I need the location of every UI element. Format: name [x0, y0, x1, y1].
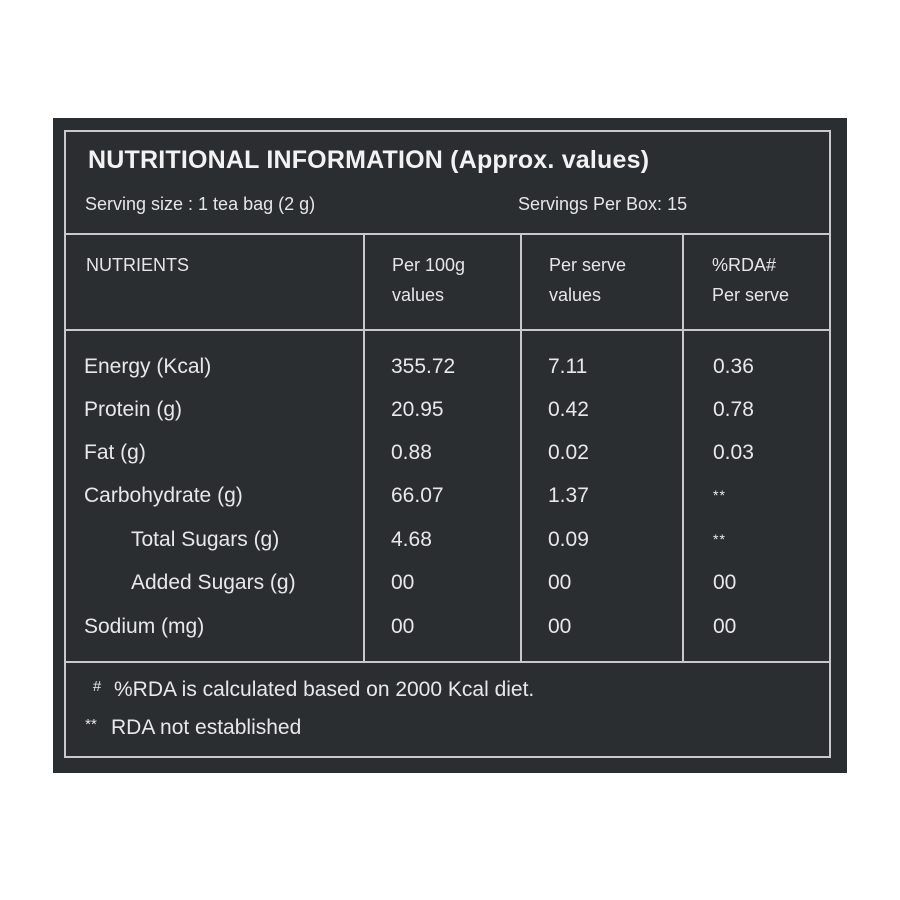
table-row: Energy (Kcal) 355.72 7.11 0.36: [66, 345, 829, 388]
value-per-100g: 4.68: [391, 528, 432, 551]
value-rda: 00: [713, 571, 737, 594]
footnote-text: RDA not established: [111, 716, 302, 739]
value-per-100g: 00: [391, 571, 415, 594]
divider-footer: [66, 661, 829, 663]
nutrient-name: Carbohydrate (g): [84, 484, 243, 507]
footnote-rda-basis: # %RDA is calculated based on 2000 Kcal d…: [80, 678, 534, 702]
col-header-rda-line1: %RDA#: [712, 255, 777, 275]
col-header-per-100g-line1: Per 100g: [392, 255, 466, 275]
value-per-serve: 0.02: [548, 441, 589, 464]
double-asterisk-mark: **: [85, 716, 97, 733]
value-per-100g: 00: [391, 615, 415, 638]
col-header-nutrients: NUTRIENTS: [86, 250, 189, 280]
nutrient-name: Energy (Kcal): [84, 355, 212, 378]
value-per-100g: 0.88: [391, 441, 432, 464]
value-rda: 00: [713, 615, 737, 638]
table-row: Carbohydrate (g) 66.07 1.37 **: [66, 474, 829, 517]
column-divider-1: [363, 233, 365, 663]
value-per-serve: 0.42: [548, 398, 589, 421]
servings-per-box: Servings Per Box: 15: [518, 194, 688, 214]
nutrient-name: Protein (g): [84, 398, 183, 421]
value-per-serve: 0.09: [548, 528, 589, 551]
value-rda: 0.78: [713, 398, 754, 421]
col-header-per-serve-line1: Per serve: [549, 255, 627, 275]
value-per-100g: 20.95: [391, 398, 444, 421]
hash-mark: #: [92, 678, 102, 695]
nutrient-name: Total Sugars (g): [131, 528, 280, 551]
serving-size: Serving size : 1 tea bag (2 g): [85, 194, 316, 214]
table-row: Protein (g) 20.95 0.42 0.78: [66, 388, 829, 431]
footnote-rda-not-established: ** RDA not established: [71, 716, 301, 740]
table-row: Fat (g) 0.88 0.02 0.03: [66, 431, 829, 474]
value-per-100g: 66.07: [391, 484, 444, 507]
column-divider-3: [682, 233, 684, 663]
col-header-per-serve: Per serve values: [549, 250, 626, 310]
value-per-serve: 1.37: [548, 484, 589, 507]
column-divider-2: [520, 233, 522, 663]
divider-header: [66, 233, 829, 235]
value-rda: **: [713, 487, 726, 503]
value-rda: 0.03: [713, 441, 754, 464]
divider-column-headers: [66, 329, 829, 331]
nutrient-name: Fat (g): [84, 441, 146, 464]
nutrition-table-frame: NUTRITIONAL INFORMATION (Approx. values)…: [64, 130, 831, 758]
nutrient-name: Added Sugars (g): [131, 571, 296, 594]
value-per-serve: 00: [548, 615, 572, 638]
col-header-per-100g: Per 100g values: [392, 250, 465, 310]
value-rda: 0.36: [713, 355, 754, 378]
col-header-per-serve-line2: values: [549, 285, 602, 305]
table-row: Sodium (mg) 00 00 00: [66, 605, 829, 648]
table-row: Total Sugars (g) 4.68 0.09 **: [66, 518, 829, 561]
col-header-rda: %RDA# Per serve: [712, 250, 789, 310]
footnote-text: %RDA is calculated based on 2000 Kcal di…: [114, 678, 535, 701]
value-per-serve: 7.11: [548, 355, 588, 378]
nutrient-name: Sodium (mg): [84, 615, 205, 638]
table-row: Added Sugars (g) 00 00 00: [66, 561, 829, 604]
label-title: NUTRITIONAL INFORMATION (Approx. values): [88, 146, 650, 174]
value-per-serve: 00: [548, 571, 572, 594]
value-rda: **: [713, 531, 726, 547]
value-per-100g: 355.72: [391, 355, 456, 378]
col-header-per-100g-line2: values: [392, 285, 445, 305]
col-header-nutrients-label: NUTRIENTS: [86, 255, 189, 275]
col-header-rda-line2: Per serve: [712, 285, 790, 305]
nutrition-label-panel: NUTRITIONAL INFORMATION (Approx. values)…: [53, 118, 847, 773]
